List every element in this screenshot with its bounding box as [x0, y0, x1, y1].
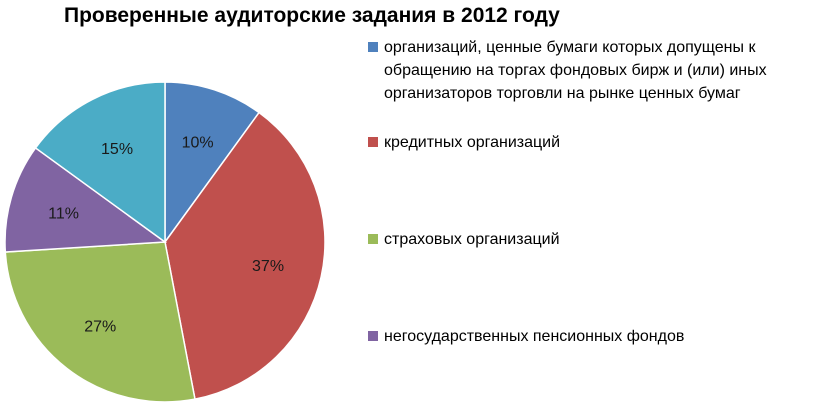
legend-swatch-4 [368, 331, 378, 341]
pie-slice-5 [34, 81, 166, 244]
legend-swatch-3 [368, 234, 378, 244]
chart-title: Проверенные аудиторские задания в 2012 г… [64, 4, 560, 27]
pie-slice-label-4: 11% [48, 206, 79, 223]
pie-slice-1 [164, 81, 261, 245]
pie-slice-2 [164, 111, 326, 401]
pie-slice-label-1: 10% [182, 135, 214, 152]
pie-chart: 10% 37% 27% 11% 15% [4, 81, 326, 403]
legend-item-1: организаций, ценные бумаги которых допущ… [368, 36, 823, 105]
pie-slice-label-2: 37% [252, 258, 284, 275]
pie-slice-label-3: 27% [84, 318, 116, 335]
legend-label-3: страховых организаций [384, 231, 560, 248]
pie-slice-label-5: 15% [101, 141, 133, 158]
pie-slice-4 [4, 146, 168, 253]
legend-label-4: негосударственных пенсионных фондов [384, 328, 685, 345]
legend-label-2: кредитных организаций [384, 134, 561, 151]
legend-swatch-1 [368, 42, 378, 52]
legend-label-1: организаций, ценные бумаги которых допущ… [384, 39, 767, 102]
legend: организаций, ценные бумаги которых допущ… [368, 0, 828, 415]
legend-item-3: страховых организаций [368, 228, 823, 251]
legend-item-2: кредитных организаций [368, 131, 823, 154]
legend-swatch-2 [368, 137, 378, 147]
legend-item-4: негосударственных пенсионных фондов [368, 325, 823, 348]
pie-slice-3 [4, 241, 196, 403]
